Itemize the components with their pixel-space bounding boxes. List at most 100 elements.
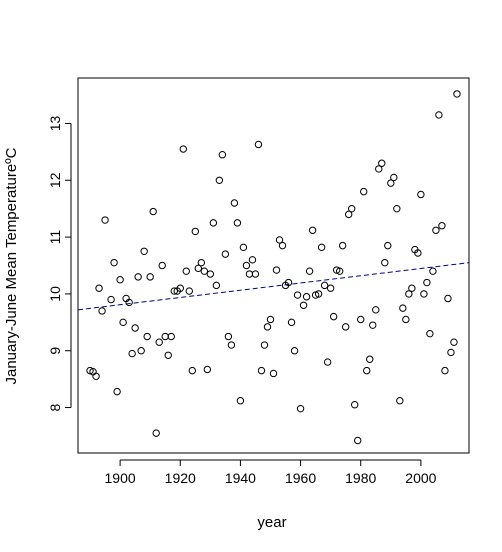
data-point	[194, 264, 203, 273]
data-point	[408, 284, 416, 292]
data-point	[203, 365, 212, 374]
data-point	[254, 140, 263, 149]
data-point	[215, 176, 224, 184]
data-point	[128, 349, 136, 358]
data-point	[272, 266, 281, 274]
data-point	[287, 318, 296, 327]
data-point	[221, 250, 230, 258]
data-point	[131, 324, 139, 332]
data-point	[390, 173, 398, 182]
data-point	[95, 284, 103, 292]
data-point	[191, 227, 200, 236]
data-point	[432, 226, 440, 234]
data-point	[209, 219, 218, 227]
data-point	[170, 287, 178, 295]
data-point	[206, 270, 215, 278]
data-point	[275, 236, 284, 244]
data-point	[197, 258, 206, 267]
data-point	[317, 243, 326, 252]
data-point	[369, 321, 377, 329]
data-point	[375, 165, 383, 173]
data-point	[242, 261, 251, 270]
data-point	[326, 284, 335, 292]
data-point	[167, 332, 175, 341]
data-point	[212, 281, 221, 290]
points-layer	[86, 90, 461, 445]
data-point	[236, 397, 245, 405]
x-tick-label: 1900	[105, 470, 136, 486]
data-point	[260, 341, 269, 349]
data-point	[314, 290, 323, 298]
data-point	[164, 351, 172, 359]
data-point	[417, 190, 425, 199]
data-point	[152, 429, 160, 437]
y-tick-label: 10	[47, 286, 63, 302]
data-point	[101, 216, 109, 224]
x-tick-label: 1920	[165, 470, 196, 486]
data-point	[302, 293, 311, 301]
data-point	[134, 273, 142, 281]
data-point	[363, 366, 371, 375]
data-point	[366, 355, 374, 363]
y-axis-label: January-June Mean TemperatureºC	[3, 147, 20, 384]
y-tick-label: 12	[47, 172, 63, 188]
data-point	[348, 204, 356, 213]
data-point	[143, 332, 151, 341]
data-point	[92, 372, 100, 380]
data-point	[176, 284, 184, 292]
data-point	[447, 348, 455, 357]
data-point	[200, 267, 209, 275]
data-point	[393, 204, 401, 213]
x-tick-label: 1960	[285, 470, 316, 486]
data-point	[354, 436, 362, 445]
data-point	[185, 287, 193, 295]
data-point	[344, 210, 353, 219]
y-tick-label: 13	[47, 115, 63, 131]
data-point	[227, 341, 236, 349]
data-point	[420, 290, 428, 298]
data-point	[399, 304, 407, 312]
data-point	[293, 291, 302, 299]
data-point	[224, 332, 233, 341]
x-tick-label: 2000	[405, 470, 436, 486]
data-point	[290, 347, 299, 355]
data-point	[233, 219, 242, 227]
data-point	[263, 323, 272, 331]
data-point	[444, 294, 452, 303]
y-tick-label: 9	[47, 347, 63, 355]
data-point	[360, 187, 368, 196]
data-point	[248, 256, 257, 264]
data-point	[305, 267, 314, 275]
data-point	[161, 332, 169, 341]
data-point	[146, 273, 154, 281]
data-point	[308, 226, 317, 234]
data-point	[230, 199, 239, 207]
data-point	[116, 276, 124, 284]
data-point	[251, 270, 260, 278]
data-point	[140, 247, 148, 255]
data-point	[423, 278, 431, 287]
data-point	[429, 267, 437, 275]
x-axis-label: year	[257, 514, 286, 531]
data-point	[378, 159, 386, 167]
data-point	[338, 241, 347, 250]
data-point	[341, 323, 350, 331]
y-axis: 8 9 10 11 12 13	[47, 115, 72, 411]
x-axis: 1900 1920 1940 1960 1980 2000	[105, 459, 437, 486]
data-point	[149, 207, 157, 216]
data-point	[179, 145, 187, 153]
data-point	[450, 338, 458, 346]
trend-layer	[77, 262, 470, 311]
data-point	[299, 301, 308, 309]
data-point	[284, 278, 293, 287]
data-point	[414, 249, 422, 257]
data-point	[218, 151, 227, 159]
x-tick-label: 1980	[345, 470, 376, 486]
data-point	[402, 315, 410, 324]
data-point	[396, 397, 404, 405]
data-point	[323, 358, 332, 366]
plot-frame	[77, 77, 470, 454]
data-point	[405, 290, 413, 298]
x-tick-label: 1940	[225, 470, 256, 486]
